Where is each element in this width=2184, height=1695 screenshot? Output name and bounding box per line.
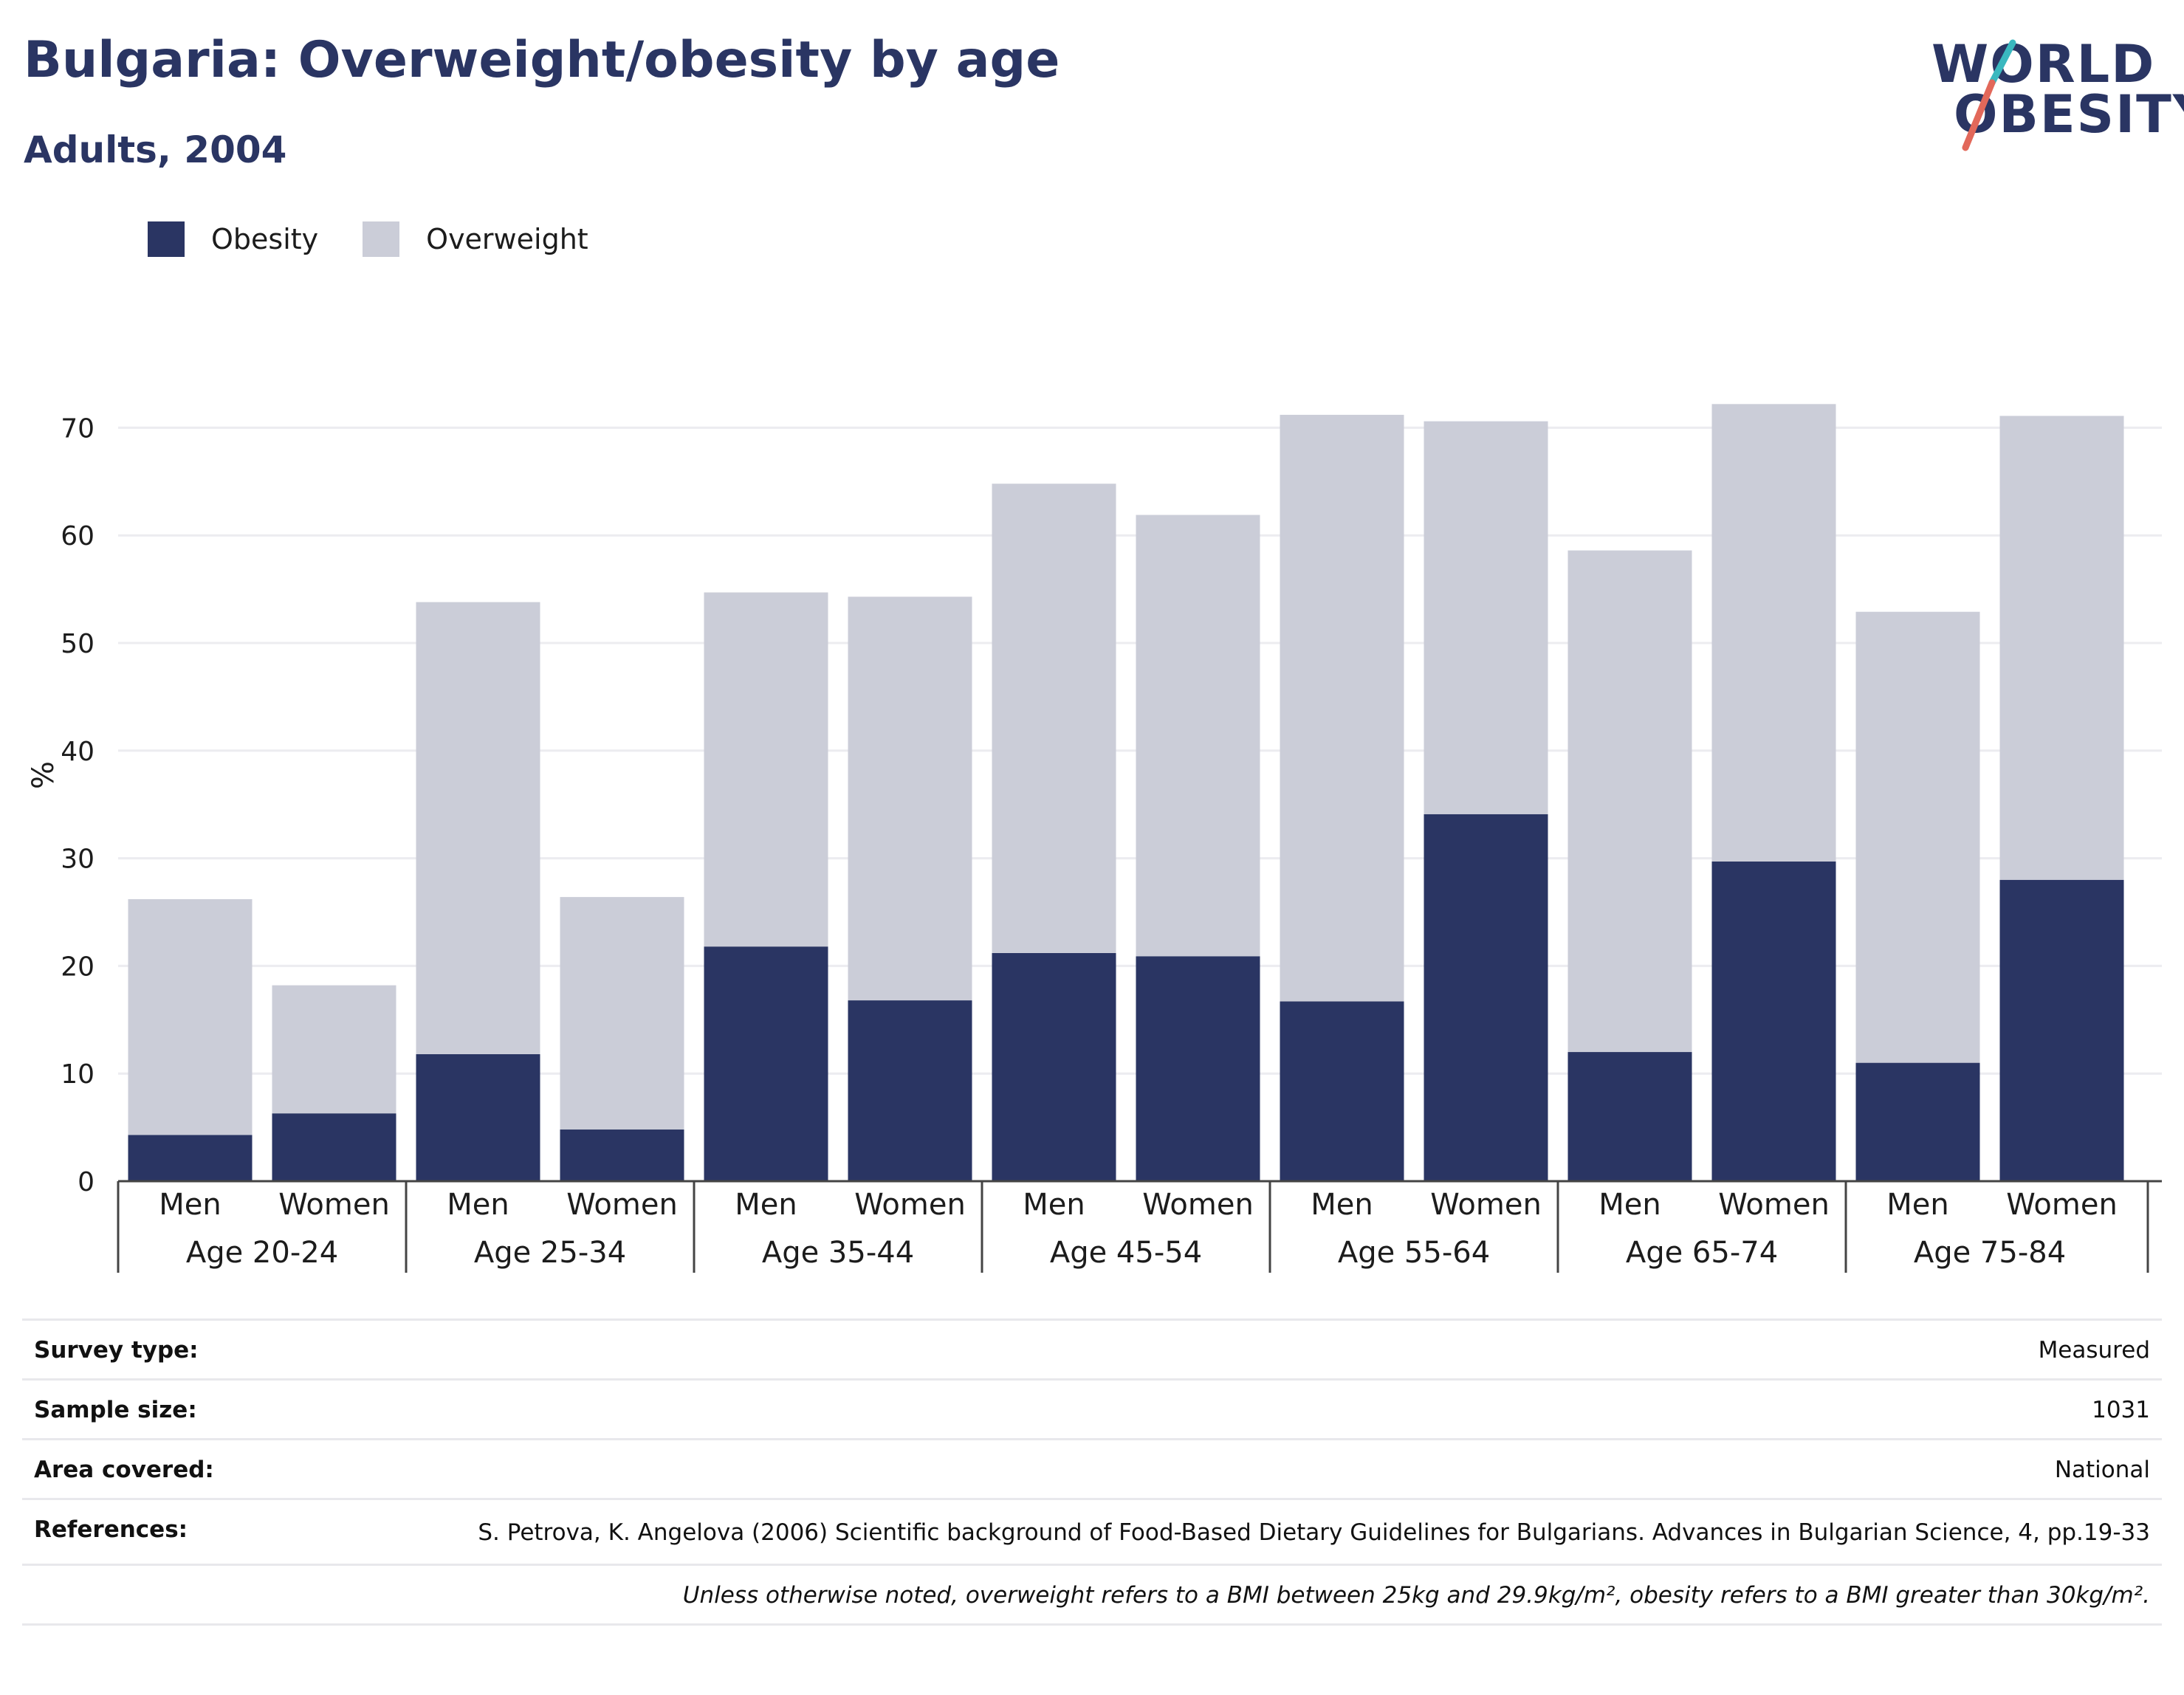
x-tick-label-sex: Women [278, 1188, 390, 1222]
bar-obesity [704, 946, 828, 1181]
x-tick-label-sex: Women [1718, 1188, 1830, 1222]
area-covered-label: Area covered: [34, 1457, 214, 1483]
bar-overweight [1711, 404, 1836, 862]
y-tick-label: 60 [61, 521, 95, 551]
bar-overweight [1567, 550, 1692, 1053]
chart-legend: Obesity Overweight [148, 220, 633, 258]
area-covered-value: National [2054, 1457, 2150, 1483]
logo-text-obesity: OBESITY [1954, 84, 2184, 145]
bar-obesity [1280, 1001, 1404, 1181]
bar-overweight [272, 985, 396, 1114]
x-group-label: Age 55-64 [1338, 1236, 1490, 1270]
legend-swatch-obesity [148, 221, 185, 257]
bar-obesity [848, 1000, 972, 1181]
x-tick-label-sex: Men [1311, 1188, 1373, 1222]
x-tick-label-sex: Women [1142, 1188, 1254, 1222]
bmi-definition-note: Unless otherwise noted, overweight refer… [22, 1564, 2162, 1626]
x-tick-label-sex: Women [854, 1188, 966, 1222]
bar-obesity [560, 1130, 684, 1181]
bar-obesity [1567, 1052, 1692, 1181]
y-tick-label: 40 [61, 737, 95, 767]
bar-overweight [416, 602, 540, 1054]
sample-size-value: 1031 [2092, 1397, 2150, 1423]
legend-swatch-overweight [363, 221, 400, 257]
bar-overweight [704, 592, 828, 947]
y-tick-label: 20 [61, 952, 95, 982]
bar-overweight [1424, 421, 1548, 814]
x-tick-label-sex: Women [2006, 1188, 2118, 1222]
references-value: S. Petrova, K. Angelova (2006) Scientifi… [478, 1519, 2150, 1546]
x-tick-label-sex: Men [1023, 1188, 1085, 1222]
y-tick-label: 30 [61, 845, 95, 875]
bar-overweight [1855, 611, 1980, 1063]
x-group-label: Age 25-34 [474, 1236, 626, 1270]
y-tick-label: 70 [61, 413, 95, 444]
bar-obesity [1424, 814, 1548, 1181]
y-tick-label: 0 [78, 1167, 95, 1197]
x-group-label: Age 35-44 [762, 1236, 914, 1270]
bar-obesity [272, 1113, 396, 1181]
bars [128, 404, 2124, 1181]
bar-overweight [1999, 416, 2124, 880]
x-group-label: Age 20-24 [186, 1236, 338, 1270]
x-tick-label-sex: Men [159, 1188, 221, 1222]
info-row-area-covered: Area covered: National [22, 1438, 2162, 1498]
x-tick-label-sex: Men [1598, 1188, 1661, 1222]
bar-obesity [416, 1053, 540, 1181]
info-row-references: References: S. Petrova, K. Angelova (200… [22, 1498, 2162, 1564]
survey-info-table: Survey type: Measured Sample size: 1031 … [22, 1318, 2162, 1626]
x-tick-label-sex: Men [735, 1188, 797, 1222]
survey-type-label: Survey type: [34, 1337, 199, 1364]
y-tick-label: 50 [61, 629, 95, 659]
references-label: References: [34, 1516, 188, 1543]
bar-overweight [1136, 515, 1260, 957]
logo-text-world: WORLD [1931, 34, 2156, 94]
legend-label-overweight: Overweight [426, 223, 588, 255]
x-tick-label-sex: Women [1430, 1188, 1542, 1222]
bar-obesity [1999, 879, 2124, 1181]
y-axis-label: % [27, 761, 61, 789]
survey-type-value: Measured [2038, 1337, 2150, 1364]
bar-overweight [560, 897, 684, 1130]
x-group-label: Age 75-84 [1914, 1236, 2066, 1270]
sample-size-label: Sample size: [34, 1397, 197, 1423]
x-group-label: Age 65-74 [1626, 1236, 1778, 1270]
bar-overweight [128, 899, 253, 1135]
bar-overweight [992, 484, 1116, 953]
chart-title: Bulgaria: Overweight/obesity by age [24, 31, 1060, 89]
bar-obesity [128, 1135, 253, 1181]
legend-item-overweight[interactable]: Overweight [363, 221, 588, 257]
bar-obesity [992, 952, 1116, 1181]
x-tick-label-sex: Men [447, 1188, 509, 1222]
legend-item-obesity[interactable]: Obesity [148, 221, 318, 257]
world-obesity-logo: WORLD OBESITY [1927, 22, 2184, 155]
y-tick-label: 10 [61, 1059, 95, 1090]
stacked-bar-chart: 0 10 20 30 40 50 60 70% Men Women Men Women Men Women… [27, 404, 2162, 1273]
info-row-sample-size: Sample size: 1031 [22, 1378, 2162, 1438]
x-tick-label-sex: Men [1886, 1188, 1948, 1222]
legend-label-obesity: Obesity [211, 223, 319, 255]
x-tick-label-sex: Women [566, 1188, 678, 1222]
chart-subtitle: Adults, 2004 [24, 128, 287, 171]
logo-slash-icon [1962, 39, 2016, 151]
bar-overweight [848, 596, 972, 1001]
bar-obesity [1855, 1062, 1980, 1181]
bar-obesity [1711, 861, 1836, 1181]
bar-obesity [1136, 956, 1260, 1181]
x-group-label: Age 45-54 [1050, 1236, 1202, 1270]
info-row-survey-type: Survey type: Measured [22, 1318, 2162, 1378]
axes: 0 10 20 30 40 50 60 70% Men Women Men Women Men Women… [27, 413, 2162, 1273]
bar-overweight [1280, 414, 1404, 1002]
